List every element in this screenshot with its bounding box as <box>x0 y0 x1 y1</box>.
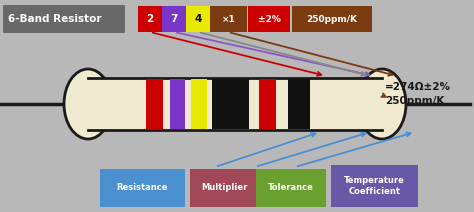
Bar <box>88 78 382 130</box>
Bar <box>186 6 210 32</box>
Text: Resistance: Resistance <box>117 184 168 192</box>
Bar <box>248 6 290 32</box>
Bar <box>170 79 185 129</box>
Text: 250ppm/K: 250ppm/K <box>307 14 357 24</box>
Bar <box>210 6 247 32</box>
Bar <box>212 79 249 129</box>
Bar <box>256 169 326 207</box>
Text: ±2%: ±2% <box>257 14 281 24</box>
Bar <box>259 79 276 129</box>
FancyBboxPatch shape <box>3 5 125 33</box>
Bar <box>162 6 186 32</box>
Bar <box>330 165 418 207</box>
Text: =274Ω±2%
250ppm/K: =274Ω±2% 250ppm/K <box>385 82 451 106</box>
Bar <box>138 6 162 32</box>
Text: 2: 2 <box>146 14 154 24</box>
Bar <box>146 79 163 129</box>
Text: 7: 7 <box>170 14 178 24</box>
Text: ×1: ×1 <box>222 14 236 24</box>
Text: Temperature
Coefficient: Temperature Coefficient <box>344 176 405 196</box>
Bar <box>100 169 185 207</box>
Bar <box>191 79 207 129</box>
Bar <box>292 6 372 32</box>
Text: 4: 4 <box>194 14 202 24</box>
Ellipse shape <box>358 69 406 139</box>
Bar <box>190 169 260 207</box>
Text: Multiplier: Multiplier <box>201 184 248 192</box>
Ellipse shape <box>64 69 112 139</box>
Text: 6-Band Resistor: 6-Band Resistor <box>8 14 101 24</box>
Bar <box>288 79 310 129</box>
Text: Tolerance: Tolerance <box>268 184 314 192</box>
